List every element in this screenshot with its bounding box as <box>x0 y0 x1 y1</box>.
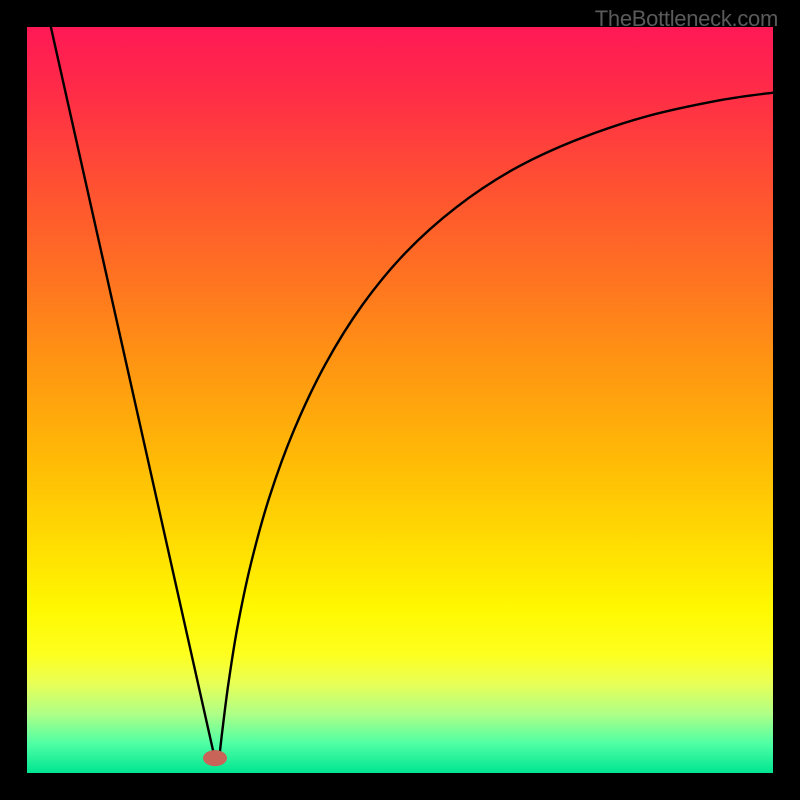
chart-svg <box>27 27 773 773</box>
minimum-marker <box>203 750 227 766</box>
watermark-text: TheBottleneck.com <box>595 6 778 32</box>
gradient-background <box>27 27 773 773</box>
plot-area <box>27 27 773 773</box>
